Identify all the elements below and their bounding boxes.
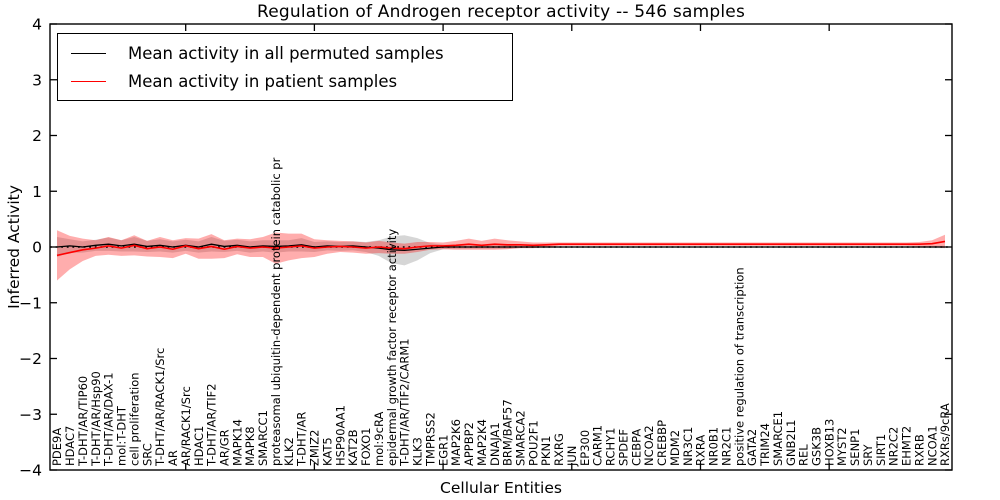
patient-mean-line [56,240,946,257]
x-tick-label: BRM/BAF57 [501,399,515,466]
x-tick-label: GNB2L1 [784,420,798,466]
legend-entry-permuted: Mean activity in all permuted samples [71,39,512,67]
x-tick-label: RCHY1 [604,428,618,466]
x-tick-label: TMPRSS2 [423,412,437,467]
x-tick-label: KLK2 [282,437,296,466]
x-tick-label: AR [166,450,180,466]
x-tick-label: SENP1 [848,429,862,466]
y-tick-label: −4 [19,462,42,480]
x-tick-label: proteasomal ubiquitin-dependent protein … [269,157,283,466]
y-tick-label: 2 [32,127,42,145]
x-axis-label: Cellular Entities [440,479,562,497]
x-tick-label: KAT2B [346,429,360,466]
x-tick-label: RXRG [552,433,566,466]
x-tick-label: PKN1 [539,436,553,466]
x-tick-label: GSK3B [810,427,824,466]
x-tick-label: HSP90AA1 [333,405,347,466]
x-tick-label: HDAC7 [63,426,77,466]
x-tick-label: mol:T-DHT [115,405,129,466]
x-tick-label: T-DHT/AR/TIP60 [76,376,90,467]
y-tick-label: 4 [32,16,42,34]
x-tick-label: MAPK8 [243,426,257,466]
x-tick-label: TRIM24 [758,423,772,467]
legend-label: Mean activity in patient samples [128,71,398,91]
y-tick-label: 1 [32,183,42,201]
x-tick-label: HOXB13 [822,419,836,466]
chart-title: Regulation of Androgen receptor activity… [257,2,745,22]
x-tick-label: HDAC1 [192,426,206,466]
x-tick-label: SMARCE1 [771,411,785,466]
x-tick-label: APPBP2 [462,422,476,466]
y-tick-label: 0 [32,239,42,257]
x-tick-label: T-DHT/AR/DAX-1 [102,372,116,467]
y-tick-label: −1 [19,294,42,312]
y-tick-label: −2 [19,350,42,368]
x-tick-label: T-DHT/AR/RACK1/Src [153,348,167,467]
y-tick-label: 3 [32,71,42,89]
x-tick-label: RXRA [694,435,708,466]
y-axis-label: Inferred Activity [5,185,23,309]
legend-label: Mean activity in all permuted samples [128,43,444,63]
x-tick-label: NCOA1 [925,425,939,466]
x-tick-label: CEBPA [629,429,643,466]
legend-entry-patient: Mean activity in patient samples [71,67,512,95]
x-tick-label: SMARCC1 [256,410,270,466]
x-tick-label: NR2C2 [887,427,901,466]
x-tick-label: CREBBP [655,420,669,466]
permuted-line-swatch [71,52,106,54]
x-tick-label: NR3C1 [681,427,695,466]
x-tick-label: EGR1 [436,435,450,467]
x-tick-label: SIRT1 [874,434,888,466]
x-tick-label: KLK3 [411,437,425,466]
x-tick-label: T-DHT/AR [295,412,309,467]
x-tick-label: SMARCA2 [514,410,528,466]
x-tick-label: CARM1 [591,425,605,466]
x-tick-label: FOXO1 [359,428,373,466]
x-tick-label: POU2F1 [526,420,540,466]
x-tick-label: PDE9A [50,428,64,466]
x-tick-label: MAP2K4 [475,419,489,466]
x-tick-label: GATA2 [745,429,759,466]
x-tick-label: AR/GR [218,429,232,466]
x-tick-label: MAPK14 [230,419,244,466]
x-tick-label: MAP2K6 [449,419,463,466]
legend: Mean activity in all permuted samples Me… [57,33,513,101]
x-tick-label: positive regulation of transcription [732,267,746,466]
x-tick-label: KAT5 [320,437,334,466]
x-tick-label: T-DHT/AR/TIF2/CARM1 [398,338,412,467]
x-tick-label: EHMT2 [900,426,914,466]
x-tick-label: NR2C1 [719,427,733,466]
confidence-band [57,235,945,266]
x-tick-label: epidermal growth factor receptor activit… [385,229,399,466]
permuted-mean-line [56,243,945,251]
x-tick-label: AR/RACK1/Src [179,386,193,466]
x-tick-label: REL [797,444,811,466]
x-tick-label: T-DHT/AR/TIF2 [205,383,219,467]
x-tick-label: SPDEF [616,429,630,466]
x-tick-label: DNAJA1 [488,422,502,466]
x-tick-label: ZMIZ2 [308,430,322,466]
x-tick-label: RXRB [912,434,926,466]
x-tick-label: NR0B1 [707,427,721,466]
x-tick-label: T-DHT/AR/Hsp90 [89,371,103,467]
x-tick-label: SRC [140,443,154,466]
x-tick-label: SRY [861,443,875,466]
x-tick-label: RXRs/9cRA [938,403,952,466]
y-tick-label: −3 [19,406,42,424]
patient-line-swatch [71,80,106,82]
x-tick-label: MDM2 [668,430,682,466]
x-tick-label: EP300 [578,430,592,466]
x-tick-label: MYST2 [835,427,849,466]
confidence-band [57,230,945,281]
x-tick-label: mol:9cRA [372,412,386,466]
x-tick-label: cell proliferation [127,372,141,466]
x-tick-label: NCOA2 [642,425,656,466]
x-tick-label: JUN [565,446,579,467]
